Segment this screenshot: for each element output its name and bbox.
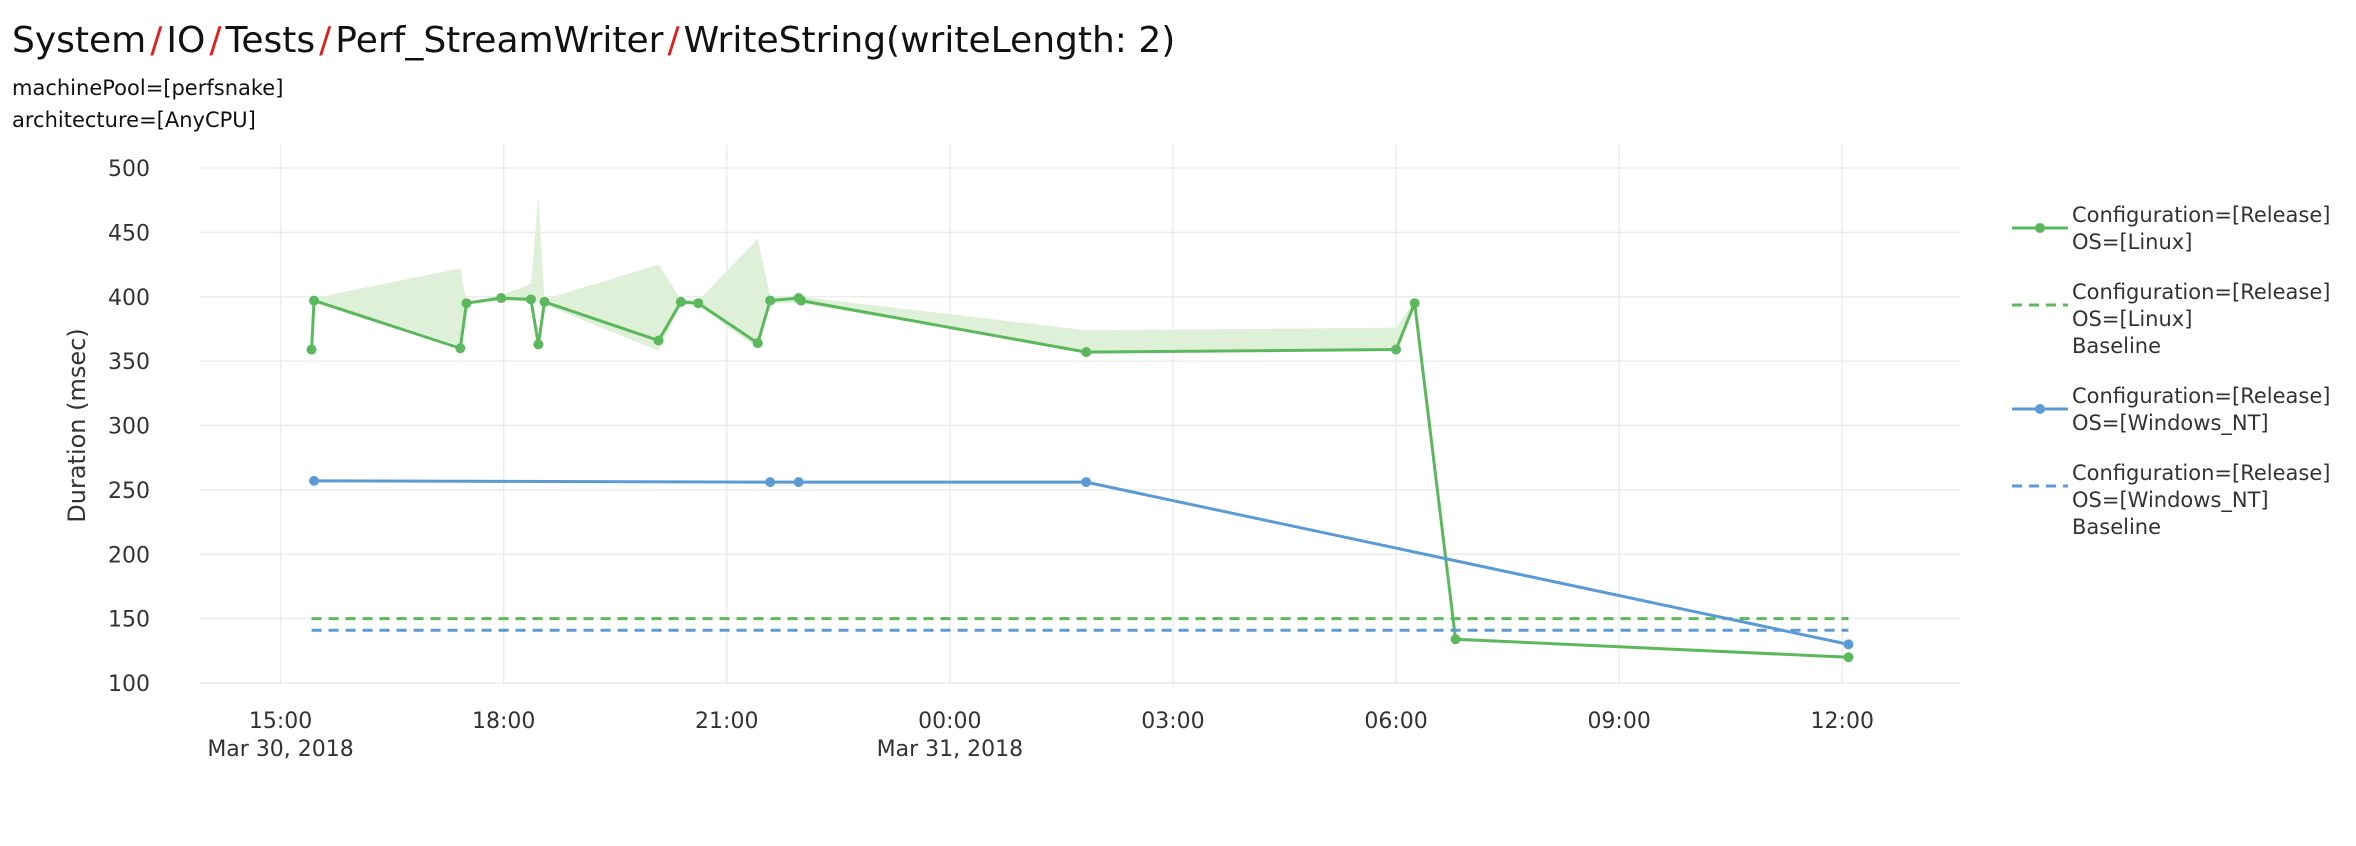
data-point [1843,639,1854,650]
breadcrumb-separator: / [319,20,332,61]
breadcrumb-item-tests[interactable]: Tests [225,20,316,61]
breadcrumb-item-perf-streamwriter[interactable]: Perf_StreamWriter [335,20,664,61]
series-line [310,296,1849,659]
series-3 [309,475,1854,650]
data-point [1391,344,1402,355]
data-point [765,295,776,306]
x-tick-label: 18:00 [472,709,535,734]
data-point [675,296,686,307]
legend-label: OS=[Linux] [2072,307,2192,331]
data-point [309,295,320,306]
y-tick-label: 150 [108,608,150,633]
data-point [461,298,472,309]
filter-list: machinePool=[perfsnake] architecture=[An… [12,72,1175,136]
series-1 [306,196,1854,663]
data-point [693,298,704,309]
data-point [653,335,664,346]
machine-pool-filter: machinePool=[perfsnake] [12,76,284,100]
confidence-band [314,196,1415,353]
data-point [306,344,317,355]
legend-item-1: Configuration=[Release] OS=[Linux] [2012,203,2330,254]
x-tick-label: 06:00 [1364,709,1427,734]
x-tick-date-label: Mar 31, 2018 [877,737,1023,762]
data-point [455,343,466,354]
data-point [793,477,804,488]
data-point [1081,477,1092,488]
legend-label: OS=[Linux] [2072,230,2192,254]
legend-item-4: Configuration=[Release] OS=[Windows_NT]Ba… [2012,461,2330,539]
x-tick-label: 12:00 [1811,709,1874,734]
plot-area [306,196,1854,663]
legend-label: OS=[Windows_NT] [2072,411,2269,436]
y-tick-label: 350 [108,350,150,375]
legend-marker [2035,404,2045,414]
legend-item-3: Configuration=[Release] OS=[Windows_NT] [2012,384,2330,436]
legend-item-2: Configuration=[Release] OS=[Linux] Baselin… [2012,280,2330,358]
breadcrumb-separator: / [209,20,222,61]
data-point [496,293,507,304]
gridlines [200,145,1960,685]
y-tick-label: 250 [108,479,150,504]
chart-header: System / IO / Tests / Perf_StreamWriter / WriteS… [12,14,1175,136]
architecture-filter: architecture=[AnyCPU] [12,108,256,132]
legend: Configuration=[Release]OS=[Linux]Configu… [2012,203,2330,539]
x-tick-label: 09:00 [1587,709,1650,734]
y-tick-label: 450 [108,221,150,246]
data-point [765,477,776,488]
x-tick-label: 03:00 [1141,709,1204,734]
x-tick-date-label: Mar 30, 2018 [207,737,353,762]
legend-label: Configuration=[Release] [2072,461,2330,485]
breadcrumb-item-writestring: WriteString(writeLength: 2) [683,20,1176,61]
y-tick-label: 100 [108,672,150,697]
legend-marker [2035,223,2045,233]
breadcrumb-item-io[interactable]: IO [166,20,206,61]
breadcrumb: System / IO / Tests / Perf_StreamWriter / WriteS… [12,14,1175,68]
data-point [539,296,550,307]
y-axis-title: Duration (msec) [63,328,91,522]
x-tick-label: 21:00 [695,709,758,734]
legend-label: Configuration=[Release] [2072,280,2330,304]
data-point [1450,634,1461,645]
data-point [533,339,544,350]
y-tick-label: 400 [108,286,150,311]
x-tick-label: 00:00 [918,709,981,734]
data-point [752,338,763,349]
x-tick-label: 15:00 [249,709,312,734]
legend-label: Baseline [2072,515,2161,539]
legend-label: Configuration=[Release] [2072,384,2330,408]
data-point [1409,298,1420,309]
y-tick-label: 200 [108,543,150,568]
breadcrumb-separator: / [667,20,680,61]
data-point [1843,652,1854,663]
data-point [1081,347,1092,358]
data-point [525,294,536,305]
legend-label: Baseline [2072,334,2161,358]
legend-label: OS=[Windows_NT] [2072,488,2269,513]
data-point [796,295,807,306]
breadcrumb-item-system[interactable]: System [12,20,147,61]
data-point [309,475,320,486]
y-tick-label: 300 [108,415,150,440]
breadcrumb-separator: / [150,20,163,61]
legend-label: Configuration=[Release] [2072,203,2330,227]
y-tick-label: 500 [108,157,150,182]
